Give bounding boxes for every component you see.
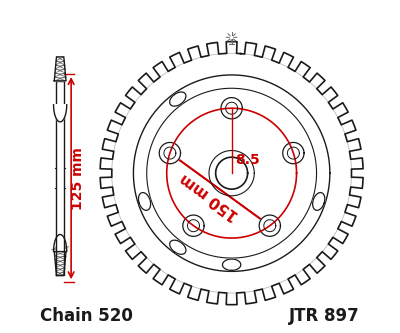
Polygon shape (100, 42, 363, 305)
Polygon shape (54, 234, 67, 251)
Polygon shape (283, 143, 304, 164)
Polygon shape (54, 57, 66, 81)
Polygon shape (226, 102, 238, 114)
Text: 125 mm: 125 mm (72, 147, 86, 209)
Polygon shape (54, 105, 67, 122)
Polygon shape (222, 259, 241, 270)
Text: 8.5: 8.5 (235, 153, 260, 167)
Polygon shape (54, 251, 66, 275)
Polygon shape (170, 240, 186, 254)
Polygon shape (188, 220, 200, 232)
Polygon shape (264, 220, 276, 232)
Text: JTR 897: JTR 897 (289, 307, 360, 325)
Text: 150 mm: 150 mm (178, 170, 242, 222)
Text: Chain 520: Chain 520 (40, 307, 133, 325)
Polygon shape (313, 192, 325, 210)
Polygon shape (170, 92, 186, 106)
Polygon shape (138, 192, 151, 210)
Polygon shape (159, 143, 180, 164)
Polygon shape (259, 215, 280, 236)
Polygon shape (216, 157, 248, 189)
Polygon shape (183, 215, 204, 236)
Polygon shape (221, 98, 242, 119)
Bar (56, 81, 64, 275)
Polygon shape (164, 147, 176, 159)
Polygon shape (287, 147, 299, 159)
